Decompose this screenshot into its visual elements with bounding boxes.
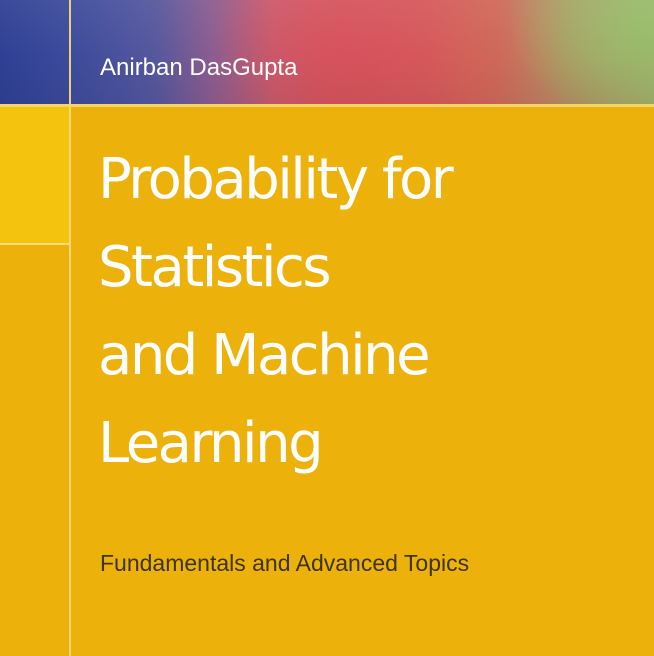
cover-vertical-rule [69, 0, 71, 656]
book-title: Probability for Statistics and Machine L… [98, 136, 643, 488]
book-title-line-4: Learning [98, 411, 324, 476]
author-name: Anirban DasGupta [100, 54, 298, 81]
book-subtitle: Fundamentals and Advanced Topics [100, 550, 470, 576]
cover-left-accent-block [0, 107, 70, 243]
book-title-line-1: Probability for [98, 147, 454, 212]
cover-left-accent-divider [0, 243, 70, 245]
book-title-line-3: and Machine [98, 323, 431, 388]
book-title-line-2: Statistics [98, 235, 332, 300]
cover-band-divider [0, 104, 654, 107]
cover-color-band [0, 0, 654, 104]
